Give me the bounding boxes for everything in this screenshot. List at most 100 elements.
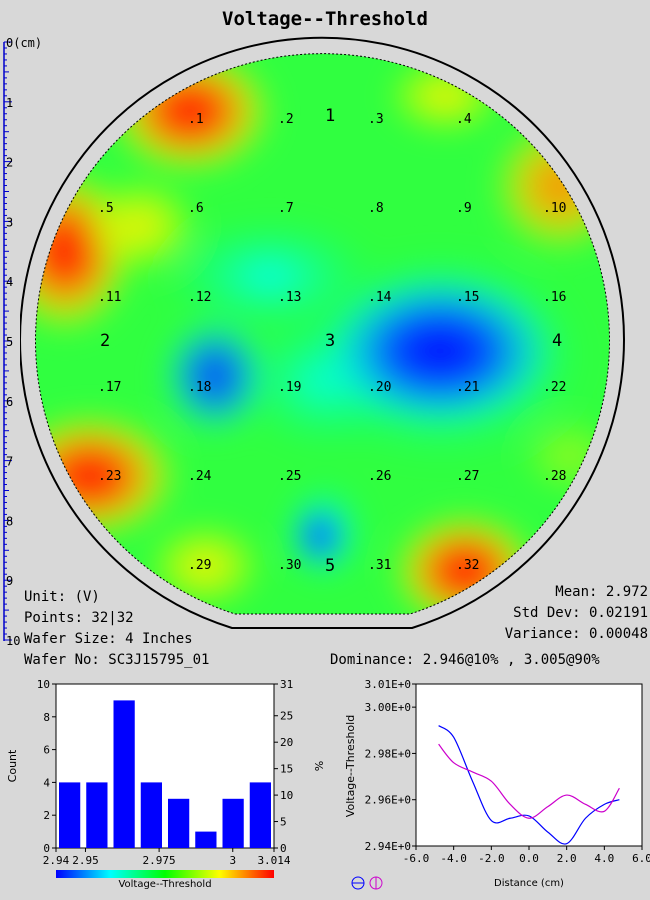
std-dev-text: Std Dev: 0.02191: [513, 605, 648, 621]
histogram-bar: [168, 798, 190, 848]
site-label: .1: [188, 112, 204, 127]
wafer-map: .1 .2 .3 .4 .5 .6 .7 .8 .9 .10 .11 .12 .13 .14 .15 .16.…: [20, 36, 625, 629]
site-label: .19: [278, 380, 301, 395]
ruler-label: 0(cm): [6, 36, 40, 50]
region-label: 1: [325, 106, 335, 126]
colorbar: [56, 870, 274, 878]
ruler-label: 4: [6, 275, 13, 289]
site-label: .27: [456, 469, 479, 484]
ruler-label: 1: [6, 96, 13, 110]
site-label: .25: [278, 469, 301, 484]
line-ytick: 2.96E+0: [365, 794, 411, 807]
region-label: 3: [325, 331, 335, 351]
chart-title: Voltage--Threshold: [222, 8, 428, 30]
line-xlabel: Distance (cm): [494, 878, 564, 889]
site-label: .24: [188, 469, 212, 484]
site-label: .8: [368, 201, 384, 216]
histogram-bar: [222, 798, 244, 848]
unit-text: Unit: (V): [24, 589, 100, 605]
wafer-outline: [20, 36, 625, 629]
site-label: .13: [278, 290, 301, 305]
hist-y2tick: 31: [280, 678, 293, 691]
site-label: .5: [98, 201, 114, 216]
variance-text: Variance: 0.00048: [504, 626, 648, 642]
line-ytick: 3.01E+0: [365, 678, 411, 691]
hist-ytick: 0: [43, 842, 50, 855]
region-label: 5: [325, 556, 335, 576]
site-label: .17: [98, 380, 121, 395]
site-label: .26: [368, 469, 391, 484]
site-label: .30: [278, 558, 301, 573]
site-label: .16: [543, 290, 566, 305]
hist-xtick: 3: [229, 854, 236, 867]
line-ylabel: Voltage--Threshold: [344, 715, 357, 817]
hist-xlabel: Voltage--Threshold: [118, 879, 211, 890]
line-xtick: 6.0: [632, 852, 650, 865]
ruler-label: 8: [6, 514, 13, 528]
direction-icon[interactable]: [351, 876, 383, 890]
site-label: .6: [188, 201, 204, 216]
hist-y2tick: 15: [280, 763, 293, 776]
ruler-label: 6: [6, 395, 13, 409]
hist-ytick: 6: [43, 744, 50, 757]
ruler-label: 3: [6, 215, 13, 229]
site-label: .29: [188, 558, 211, 573]
histogram-bar: [195, 831, 217, 848]
hist-ylabel: Count: [6, 749, 19, 782]
site-label: .10: [543, 201, 566, 216]
hist-ytick: 10: [37, 678, 50, 691]
site-label: .14: [368, 290, 392, 305]
mean-text: Mean: 2.972: [555, 584, 648, 600]
line-ytick: 3.00E+0: [365, 701, 411, 714]
histogram-bar: [140, 782, 162, 848]
site-label: .9: [456, 201, 472, 216]
hist-xtick: 2.975: [143, 854, 176, 867]
wafer-no-text: Wafer No: SC3J15795_01: [24, 652, 210, 668]
line-xtick: 0.0: [519, 852, 539, 865]
hist-ytick: 4: [43, 776, 50, 789]
hist-y2label: %: [312, 761, 325, 771]
profile-chart: 2.94E+0 2.96E+0 2.98E+0 3.00E+0 3.01E+0 -6.0-…: [344, 678, 650, 890]
site-label: .15: [456, 290, 479, 305]
histogram-bar: [113, 700, 135, 848]
points-text: Points: 32|32: [24, 610, 134, 626]
wafer-size-text: Wafer Size: 4 Inches: [24, 631, 193, 647]
hist-y2tick: 25: [280, 710, 293, 723]
site-label: .32: [456, 558, 479, 573]
site-label: .22: [543, 380, 566, 395]
site-label: .7: [278, 201, 294, 216]
line-xtick: 4.0: [594, 852, 614, 865]
dominance-text: Dominance: 2.946@10% , 3.005@90%: [330, 652, 600, 668]
line-ytick: 2.98E+0: [365, 747, 411, 760]
site-label: .31: [368, 558, 391, 573]
ruler-label: 10: [6, 634, 20, 646]
line-xtick: -4.0: [440, 852, 467, 865]
hist-y2tick: 10: [280, 789, 293, 802]
region-label: 2: [100, 331, 110, 351]
histogram-chart: 0 2 4 6 8 10 0 5 10 15 20 25 31 2.94 2.95 2.975 3 3.014 C…: [6, 678, 325, 890]
line-xtick: -6.0: [403, 852, 430, 865]
site-label: .2: [278, 112, 294, 127]
site-label: .3: [368, 112, 384, 127]
hist-y2tick: 0: [280, 842, 287, 855]
ruler-label: 9: [6, 574, 13, 588]
site-label: .18: [188, 380, 211, 395]
hist-ytick: 2: [43, 809, 50, 822]
hist-y2tick: 20: [280, 736, 293, 749]
line-ytick: 2.94E+0: [365, 840, 411, 853]
site-label: .11: [98, 290, 121, 305]
hist-y2tick: 5: [280, 816, 287, 829]
hist-xtick: 2.94: [43, 854, 70, 867]
region-label: 4: [552, 331, 562, 351]
histogram-bar: [59, 782, 81, 848]
profile-series-line: [438, 725, 620, 845]
line-xtick: 2.0: [557, 852, 577, 865]
hist-xtick: 3.014: [257, 854, 290, 867]
histogram-bar: [86, 782, 108, 848]
hist-xtick: 2.95: [72, 854, 99, 867]
site-label: .28: [543, 469, 566, 484]
hist-ytick: 8: [43, 711, 50, 724]
site-label: .4: [456, 112, 472, 127]
ruler-label: 2: [6, 156, 13, 170]
profile-series-line: [438, 743, 620, 819]
